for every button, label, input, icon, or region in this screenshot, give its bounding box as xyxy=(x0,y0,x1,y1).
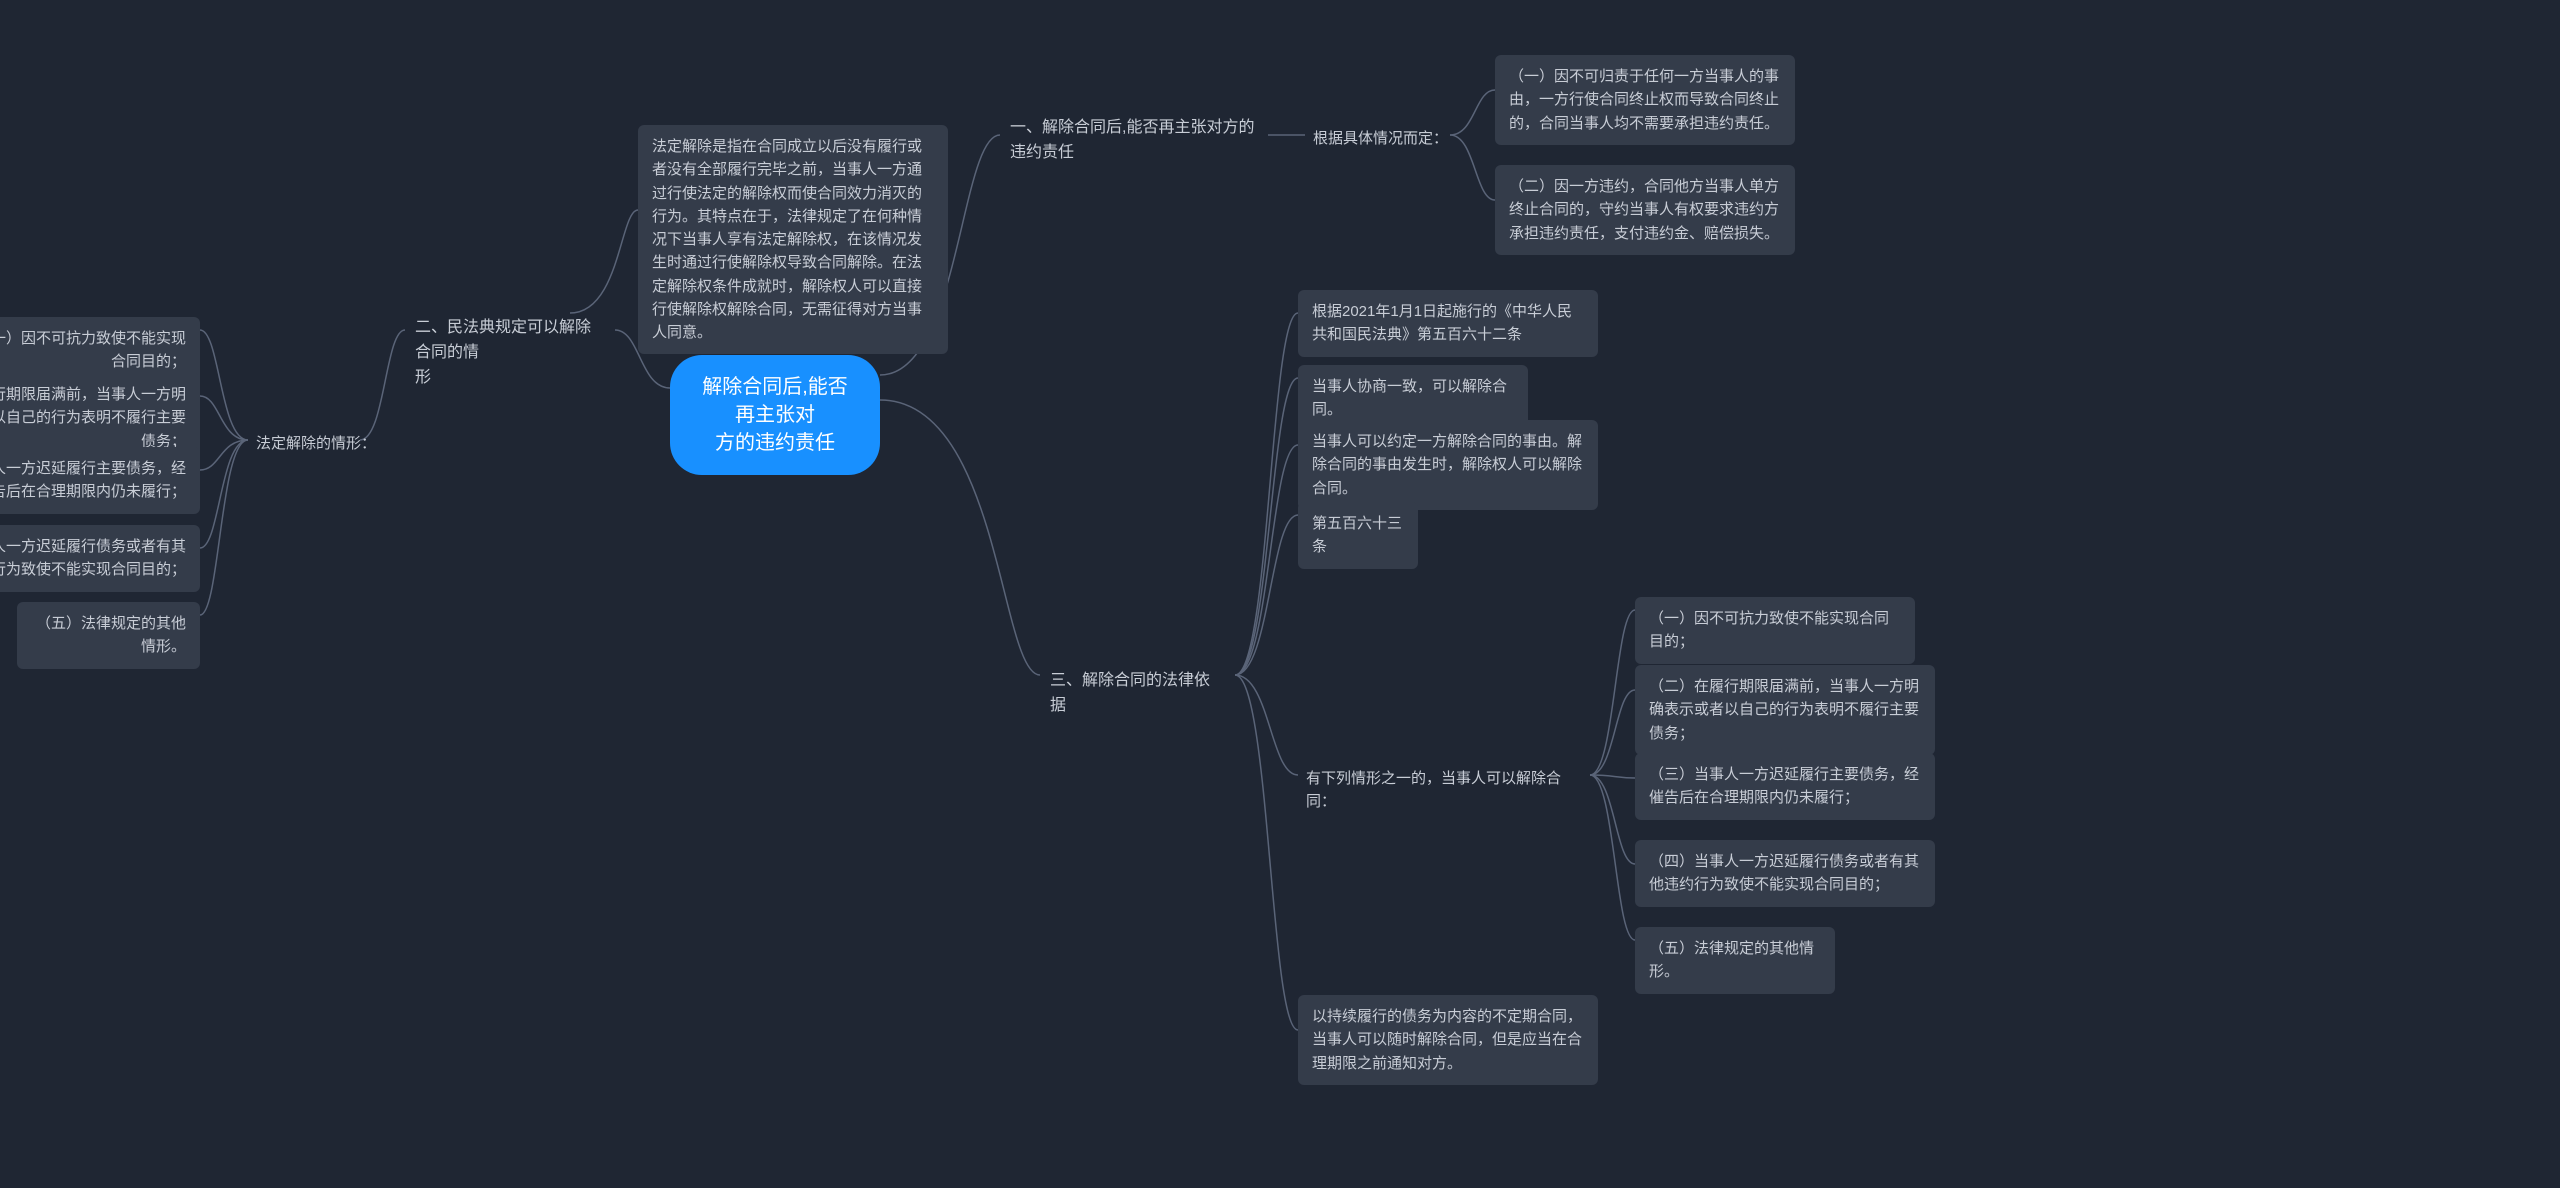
branch-3-sub-5: （五）法律规定的其他情形。 xyxy=(1635,927,1835,994)
branch-3: 三、解除合同的法律依据 xyxy=(1040,663,1235,725)
branch-1-sublabel: 根据具体情况而定： xyxy=(1305,123,1456,154)
branch-3-sub-3: （三）当事人一方迟延履行主要债务，经催告后在合理期限内仍未履行； xyxy=(1635,753,1935,820)
branch-3-top-1: 根据2021年1月1日起施行的《中华人民共和国民法典》第五百六十二条 xyxy=(1298,290,1598,357)
branch-1-item-1: （一）因不可归责于任何一方当事人的事由，一方行使合同终止权而导致合同终止的，合同… xyxy=(1495,55,1795,145)
root-node: 解除合同后,能否再主张对方的违约责任 xyxy=(670,355,880,475)
branch-2: 二、民法典规定可以解除合同的情形 xyxy=(405,310,615,396)
branch-2-item-5: （五）法律规定的其他情形。 xyxy=(17,602,200,669)
branch-3-sub-2: （二）在履行期限届满前，当事人一方明确表示或者以自己的行为表明不履行主要债务； xyxy=(1635,665,1935,755)
connector-lines xyxy=(0,0,2560,1188)
branch-3-top-4: 第五百六十三条 xyxy=(1298,502,1418,569)
branch-2-item-4: （四）当事人一方迟延履行债务或者有其他违约行为致使不能实现合同目的； xyxy=(0,525,200,592)
branch-3-sublabel: 有下列情形之一的，当事人可以解除合同： xyxy=(1298,763,1590,818)
branch-3-sub-4: （四）当事人一方迟延履行债务或者有其他违约行为致使不能实现合同目的； xyxy=(1635,840,1935,907)
branch-2-desc: 法定解除是指在合同成立以后没有履行或者没有全部履行完毕之前，当事人一方通过行使法… xyxy=(638,125,948,354)
branch-1: 一、解除合同后,能否再主张对方的违约责任 xyxy=(1000,110,1268,172)
branch-1-item-2: （二）因一方违约，合同他方当事人单方终止合同的，守约当事人有权要求违约方承担违约… xyxy=(1495,165,1795,255)
branch-3-top-3: 当事人可以约定一方解除合同的事由。解除合同的事由发生时，解除权人可以解除合同。 xyxy=(1298,420,1598,510)
branch-3-last: 以持续履行的债务为内容的不定期合同，当事人可以随时解除合同，但是应当在合理期限之… xyxy=(1298,995,1598,1085)
branch-2-item-3: （三）当事人一方迟延履行主要债务，经催告后在合理期限内仍未履行； xyxy=(0,447,200,514)
branch-3-sub-1: （一）因不可抗力致使不能实现合同目的； xyxy=(1635,597,1915,664)
branch-2-sublabel: 法定解除的情形： xyxy=(248,428,384,459)
